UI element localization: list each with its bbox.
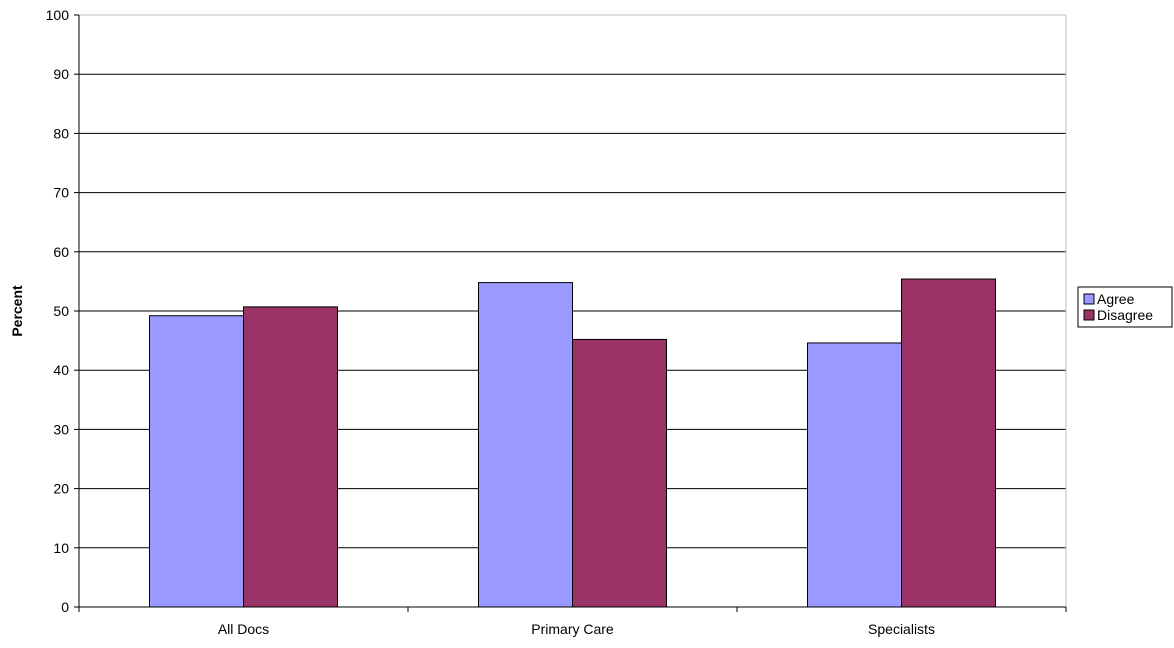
bar-disagree-all-docs: [243, 306, 338, 608]
y-axis-title: Percent: [9, 285, 25, 337]
y-tick-label: 70: [53, 185, 69, 201]
y-tick-label: 80: [53, 125, 69, 141]
y-tick-label: 60: [53, 244, 69, 260]
legend-swatch: [1083, 293, 1095, 305]
y-tick-labels: 0 10 20 30 40 50 60 70 80 90 100: [46, 7, 70, 615]
bar-agree-all-docs: [149, 315, 244, 608]
bar-disagree-specialists: [901, 278, 996, 608]
x-tick-label: All Docs: [218, 621, 269, 637]
legend-swatch: [1083, 309, 1095, 321]
bars: [149, 278, 996, 608]
legend-label: Disagree: [1097, 307, 1153, 323]
y-tick-label: 20: [53, 481, 69, 497]
x-tick-label: Primary Care: [531, 621, 614, 637]
legend-label: Agree: [1097, 291, 1135, 307]
y-tick-label: 0: [61, 599, 69, 615]
bar-agree-specialists: [807, 342, 902, 608]
x-tick-label: Specialists: [868, 621, 935, 637]
y-tick-label: 90: [53, 66, 69, 82]
bar-disagree-primary-care: [572, 338, 667, 608]
y-tick-label: 30: [53, 421, 69, 437]
y-tick-label: 50: [53, 303, 69, 319]
x-tick-labels: All Docs Primary Care Specialists: [218, 621, 935, 637]
y-tick-label: 40: [53, 362, 69, 378]
y-tick-label: 100: [46, 7, 70, 23]
y-tick-label: 10: [53, 540, 69, 556]
axes: [74, 14, 1067, 612]
bar-agree-primary-care: [478, 282, 573, 608]
